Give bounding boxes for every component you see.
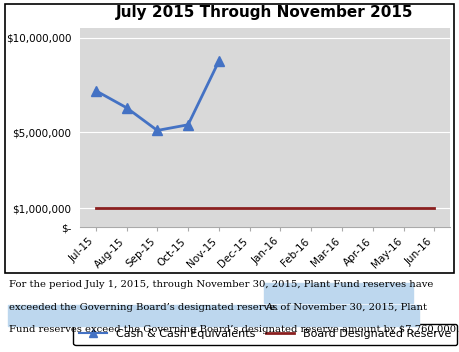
Text: Fund reserves exceed the Governing Board’s designated reserve amount by $7,760,0: Fund reserves exceed the Governing Board… (9, 325, 459, 334)
Text: As of November 30, 2015, Plant: As of November 30, 2015, Plant (265, 303, 427, 312)
Legend: Cash & Cash Equivalents, Board Designated Reserve: Cash & Cash Equivalents, Board Designate… (73, 324, 457, 345)
Bar (264, 283, 413, 303)
Bar (8, 305, 419, 326)
Title: Plant Fund Reserve
July 2015 Through November 2015: Plant Fund Reserve July 2015 Through Nov… (116, 0, 414, 20)
Text: exceeded the Governing Board’s designated reserve.: exceeded the Governing Board’s designate… (9, 303, 285, 312)
Text: For the period July 1, 2015, through November 30, 2015, Plant Fund reserves have: For the period July 1, 2015, through Nov… (9, 281, 433, 289)
